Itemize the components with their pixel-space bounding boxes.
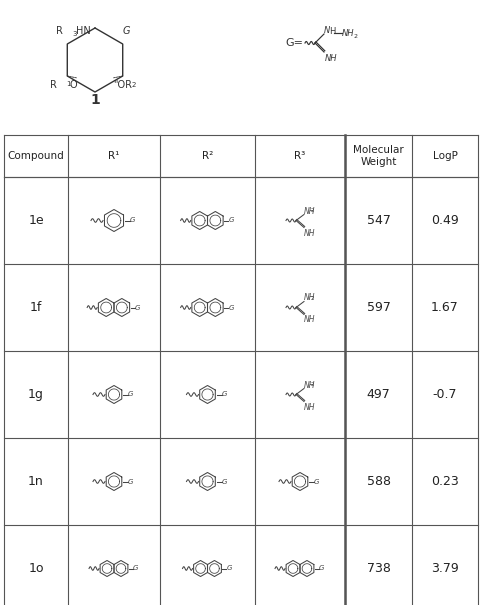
Text: G=: G= — [285, 38, 303, 48]
Text: 2: 2 — [311, 382, 314, 387]
Text: 2: 2 — [311, 209, 314, 214]
Text: HN: HN — [76, 26, 91, 36]
Text: R: R — [50, 80, 57, 90]
Text: 588: 588 — [366, 475, 390, 488]
Text: 547: 547 — [367, 214, 390, 227]
Text: Compound: Compound — [8, 151, 65, 161]
Text: 3: 3 — [72, 31, 77, 37]
Text: 1n: 1n — [28, 475, 44, 488]
Text: 1e: 1e — [28, 214, 44, 227]
Text: -0.7: -0.7 — [433, 388, 457, 401]
Text: LogP: LogP — [432, 151, 457, 161]
Text: G: G — [228, 218, 234, 223]
Text: R²: R² — [202, 151, 213, 161]
Text: R¹: R¹ — [108, 151, 120, 161]
Text: 738: 738 — [367, 562, 390, 575]
Text: NH: NH — [325, 54, 337, 63]
Text: 3.79: 3.79 — [431, 562, 459, 575]
Text: 2: 2 — [353, 33, 357, 39]
Text: G: G — [135, 304, 140, 310]
Text: 597: 597 — [367, 301, 390, 314]
Text: 2: 2 — [311, 295, 314, 301]
Text: 1.67: 1.67 — [431, 301, 459, 314]
Text: NH: NH — [304, 293, 316, 302]
Text: G: G — [128, 391, 134, 397]
Text: NH: NH — [304, 315, 316, 324]
Text: R: R — [56, 26, 63, 36]
Text: O: O — [70, 80, 78, 90]
Text: 1: 1 — [66, 81, 70, 87]
Text: "OR: "OR — [113, 80, 132, 90]
Text: 1f: 1f — [30, 301, 42, 314]
Text: 1o: 1o — [28, 562, 44, 575]
Text: NH: NH — [342, 30, 354, 39]
Text: N: N — [324, 26, 330, 35]
Text: G: G — [314, 479, 320, 485]
Text: NH: NH — [304, 229, 316, 238]
Text: NH: NH — [304, 206, 316, 215]
Text: G: G — [319, 566, 324, 572]
Text: G: G — [222, 391, 227, 397]
Text: G: G — [228, 304, 234, 310]
Text: NH: NH — [304, 381, 316, 390]
Text: 0.23: 0.23 — [431, 475, 459, 488]
Text: 497: 497 — [367, 388, 390, 401]
Text: Molecular
Weight: Molecular Weight — [353, 145, 404, 167]
Text: G: G — [133, 566, 138, 572]
Text: R³: R³ — [295, 151, 306, 161]
Text: 1g: 1g — [28, 388, 44, 401]
Text: 0.49: 0.49 — [431, 214, 459, 227]
Text: G: G — [123, 26, 131, 36]
Text: NH: NH — [304, 402, 316, 411]
Text: G: G — [128, 479, 134, 485]
Text: G: G — [222, 479, 227, 485]
Text: H: H — [329, 27, 335, 36]
Text: G: G — [130, 218, 135, 223]
Text: G: G — [227, 566, 232, 572]
Text: 2: 2 — [132, 82, 136, 88]
Text: 1: 1 — [90, 93, 100, 107]
